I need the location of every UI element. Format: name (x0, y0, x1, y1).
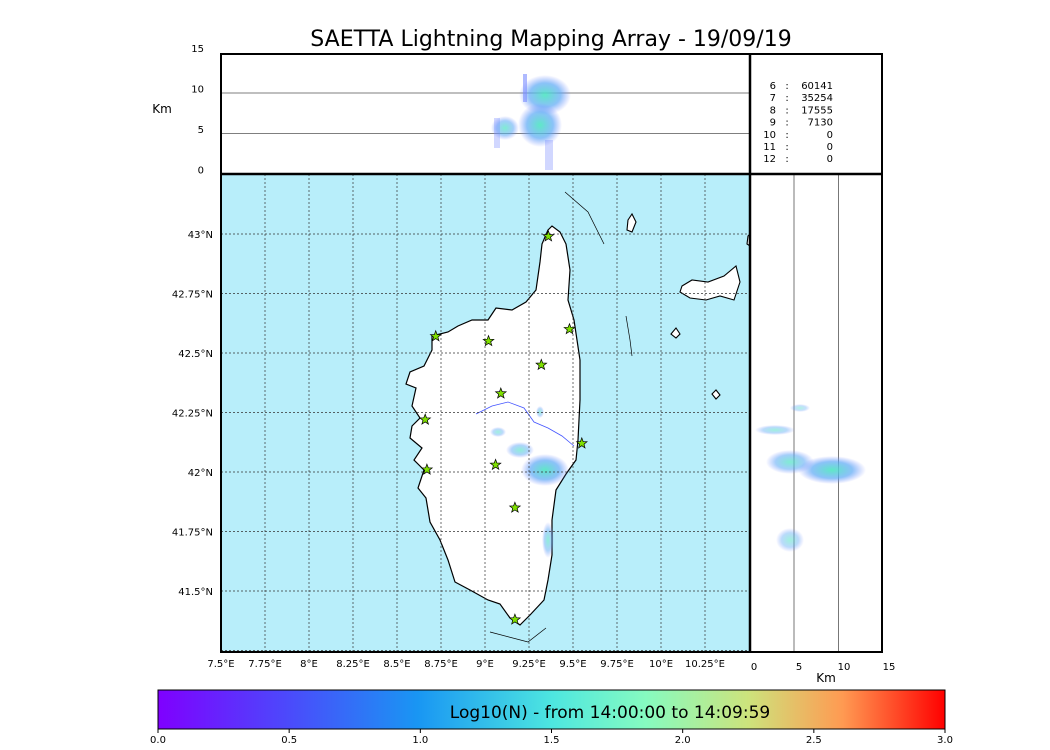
colorbar-gradient (157, 689, 946, 730)
colorbar: Log10(N) - from 14:00:00 to 14:09:59 0.0… (150, 689, 953, 746)
colorbar-label: Log10(N) - from 14:00:00 to 14:09:59 (450, 703, 770, 723)
longitude-tick-label: 8°E (300, 659, 318, 670)
station-number: 8 (770, 105, 776, 116)
lma-stations (418, 229, 588, 625)
montecristo-island (711, 389, 721, 400)
station-number: 11 (763, 142, 776, 153)
colorbar-tick-label: 1.0 (412, 735, 428, 746)
altitude-tick-label: 5 (198, 125, 204, 136)
station-marker (508, 613, 522, 625)
station-number: 12 (763, 154, 776, 165)
longitude-tick-label: 7.5°E (207, 659, 234, 670)
corsica-land (405, 225, 581, 626)
station-marker (563, 322, 576, 335)
station-marker (429, 329, 442, 342)
station-marker (494, 387, 508, 399)
latitude-tick-label: 43°N (188, 230, 213, 241)
side-km-tick-label: 5 (796, 662, 802, 673)
longitude-tick-label: 8.25°E (336, 659, 370, 670)
station-marker (575, 436, 588, 449)
altitude-lat-sources (755, 404, 866, 552)
altitude-lat-panel (750, 174, 882, 652)
station-count: 17555 (801, 105, 833, 116)
altitude-tick-label: 0 (198, 166, 204, 177)
side-km-ticks: 0 5 10 15 (751, 662, 896, 673)
altitude-axis-label: Km (152, 102, 172, 116)
station-separator: : (785, 105, 788, 116)
station-number: 6 (770, 81, 776, 92)
station-separator: : (785, 142, 788, 153)
station-number: 7 (770, 93, 776, 104)
side-km-tick-label: 10 (838, 662, 851, 673)
longitude-ticks: 7.5°E 7.75°E 8°E 8.25°E 8.5°E 8.75°E 9°E 9.25°E… (207, 659, 725, 670)
station-marker (542, 229, 555, 242)
station-marker (508, 501, 522, 513)
altitude-tick-label: 10 (191, 85, 204, 96)
capraia-island (626, 212, 637, 233)
colorbar-tick-label: 0.0 (150, 735, 166, 746)
latitude-tick-label: 42°N (188, 468, 213, 479)
colorbar-tick-label: 2.0 (675, 735, 691, 746)
colorbar-ticks: 0.0 0.5 1.0 1.5 2.0 2.5 3.0 (150, 729, 953, 746)
station-number: 9 (770, 118, 776, 129)
station-count: 0 (827, 142, 833, 153)
colorbar-tick-label: 2.5 (806, 735, 822, 746)
longitude-tick-label: 7.75°E (248, 659, 282, 670)
colorbar-tick-label: 1.5 (544, 735, 560, 746)
station-marker (535, 358, 548, 371)
station-separator: : (785, 81, 788, 92)
station-marker (482, 334, 495, 347)
station-count: 35254 (801, 93, 833, 104)
station-count: 0 (827, 130, 833, 141)
longitude-tick-label: 9.25°E (512, 659, 546, 670)
figure-title: SAETTA Lightning Mapping Array - 19/09/1… (310, 27, 791, 52)
station-separator: : (785, 154, 788, 165)
latitude-tick-label: 41.5°N (178, 587, 213, 598)
altitude-tick-label: 15 (191, 44, 204, 55)
side-km-axis-label: Km (816, 671, 836, 685)
longitude-tick-label: 10.25°E (685, 659, 725, 670)
longitude-tick-label: 8.5°E (383, 659, 410, 670)
longitude-tick-label: 10°E (649, 659, 673, 670)
station-marker (420, 463, 434, 475)
side-km-tick-label: 15 (883, 662, 896, 673)
station-separator: : (785, 118, 788, 129)
latitude-tick-label: 41.75°N (172, 528, 213, 539)
latitude-tick-label: 42.75°N (172, 290, 213, 301)
altitude-lon-sources (491, 74, 571, 170)
station-count: 0 (827, 154, 833, 165)
map-grid (221, 174, 750, 652)
station-marker (489, 458, 502, 471)
longitude-tick-label: 9.75°E (600, 659, 634, 670)
station-separator: : (785, 93, 788, 104)
latitude-tick-label: 42.25°N (172, 409, 213, 420)
longitude-tick-label: 8.75°E (424, 659, 458, 670)
station-separator: : (785, 130, 788, 141)
map-panel (221, 174, 751, 652)
longitude-tick-label: 9.5°E (559, 659, 586, 670)
altitude-lon-panel (221, 54, 750, 174)
colorbar-tick-label: 0.5 (281, 735, 297, 746)
station-number: 10 (763, 130, 776, 141)
map-lightning-sources (490, 406, 569, 558)
side-km-tick-label: 0 (751, 662, 757, 673)
station-count: 60141 (801, 81, 833, 92)
station-count: 7130 (808, 118, 833, 129)
elba-island (679, 265, 741, 301)
colorbar-tick-label: 3.0 (937, 735, 953, 746)
longitude-tick-label: 9°E (476, 659, 494, 670)
latitude-ticks: 43°N 42.75°N 42.5°N 42.25°N 42°N 41.75°N 41.5°… (172, 230, 213, 598)
pianosa-island (670, 327, 681, 339)
altitude-ticks: 15 10 5 0 (191, 44, 204, 177)
station-marker (418, 413, 432, 425)
station-count-panel: 6: 60141 7: 35254 8: 17555 9: 7130 10: 0 11: 0 12: 0 (750, 54, 882, 174)
latitude-tick-label: 42.5°N (178, 349, 213, 360)
